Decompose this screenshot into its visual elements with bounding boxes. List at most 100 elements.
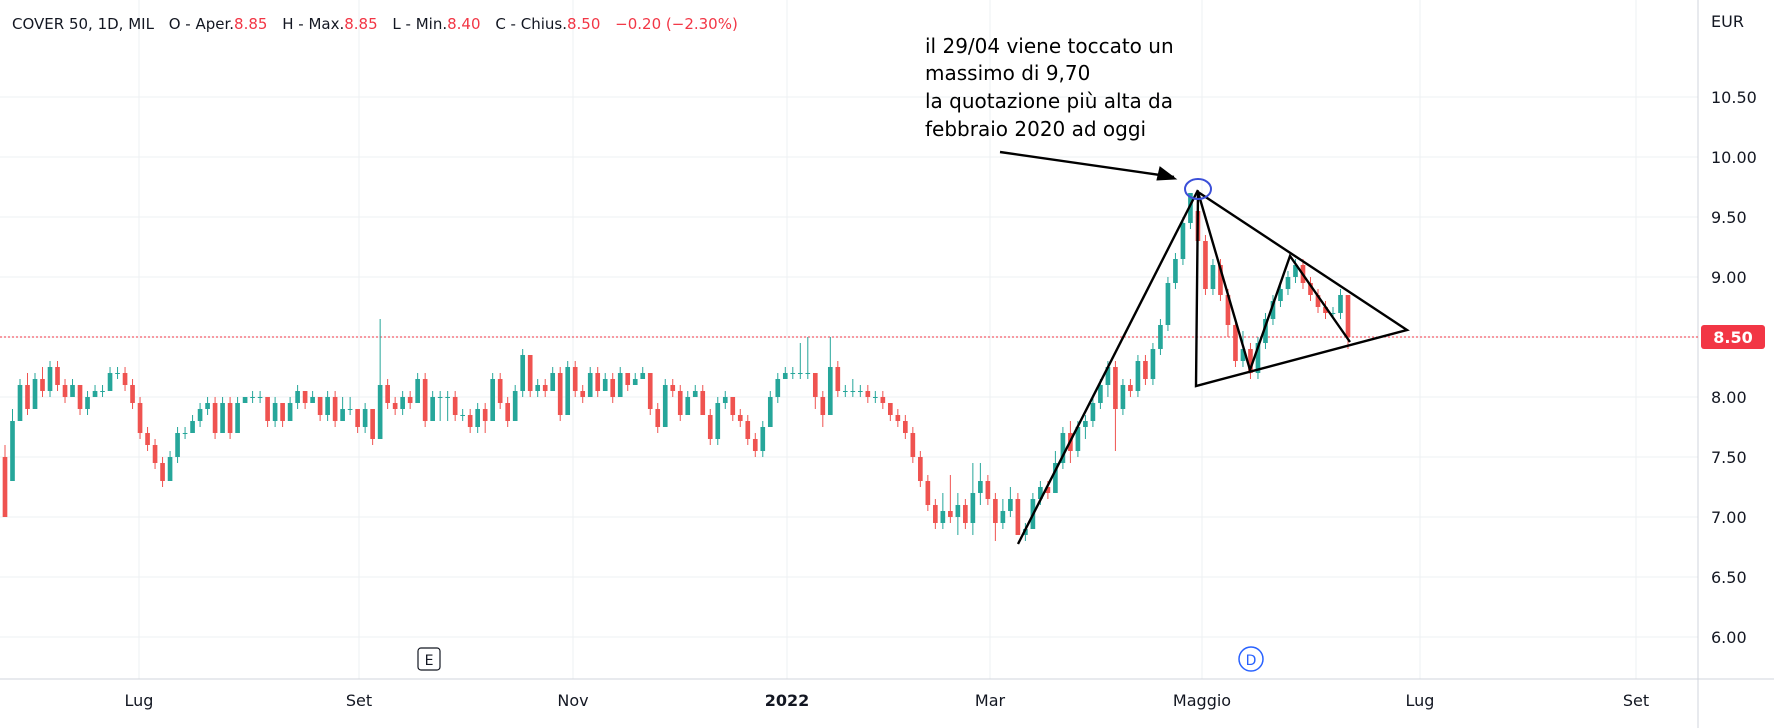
candle[interactable]	[62, 379, 68, 403]
candle[interactable]	[1233, 319, 1238, 367]
candle[interactable]	[362, 403, 368, 433]
candle[interactable]	[242, 397, 248, 403]
candle[interactable]	[752, 433, 758, 457]
candle[interactable]	[647, 373, 653, 415]
candle[interactable]	[903, 415, 908, 439]
candle[interactable]	[865, 385, 871, 403]
candle[interactable]	[933, 499, 938, 529]
candle[interactable]	[347, 397, 353, 415]
candle[interactable]	[1015, 493, 1021, 535]
candle[interactable]	[317, 397, 323, 421]
candle[interactable]	[355, 409, 360, 433]
candle[interactable]	[1270, 295, 1276, 325]
candle[interactable]	[1165, 277, 1171, 331]
candle[interactable]	[445, 391, 450, 421]
candle[interactable]	[482, 403, 488, 433]
candle[interactable]	[227, 397, 233, 439]
candle[interactable]	[235, 397, 240, 433]
candle[interactable]	[1180, 217, 1186, 265]
candle[interactable]	[1150, 343, 1156, 385]
candles-layer[interactable]	[2, 193, 1351, 541]
candle[interactable]	[17, 379, 23, 421]
candle[interactable]	[1308, 277, 1313, 301]
candle[interactable]	[1323, 301, 1328, 319]
candle[interactable]	[175, 427, 180, 463]
candle[interactable]	[47, 361, 53, 397]
candle[interactable]	[422, 373, 428, 427]
candle[interactable]	[760, 421, 766, 457]
candle[interactable]	[340, 397, 345, 421]
candle[interactable]	[985, 475, 991, 505]
candle[interactable]	[460, 409, 465, 421]
candle[interactable]	[1210, 259, 1216, 295]
candle[interactable]	[100, 385, 105, 397]
candle[interactable]	[722, 391, 728, 409]
candle[interactable]	[730, 397, 736, 421]
candle[interactable]	[820, 391, 826, 427]
candle[interactable]	[745, 415, 751, 445]
candle[interactable]	[662, 379, 668, 427]
candle[interactable]	[1188, 193, 1193, 229]
candle[interactable]	[610, 373, 616, 403]
candle[interactable]	[1278, 283, 1283, 307]
candle[interactable]	[280, 403, 285, 427]
candle[interactable]	[475, 403, 481, 433]
candle[interactable]	[625, 373, 631, 391]
candle[interactable]	[1315, 289, 1321, 313]
candle[interactable]	[490, 373, 496, 421]
candle[interactable]	[857, 385, 863, 397]
candle[interactable]	[257, 391, 263, 403]
candle[interactable]	[692, 385, 698, 397]
candle[interactable]	[205, 397, 210, 415]
candle[interactable]	[452, 391, 458, 421]
candle[interactable]	[535, 379, 541, 397]
candle[interactable]	[790, 367, 796, 379]
candle[interactable]	[407, 391, 413, 409]
candle[interactable]	[895, 409, 901, 427]
candle[interactable]	[1083, 415, 1088, 439]
candle[interactable]	[587, 367, 593, 397]
candle[interactable]	[963, 499, 968, 529]
earnings-marker[interactable]: E	[417, 647, 441, 671]
candle[interactable]	[220, 397, 225, 433]
candle[interactable]	[430, 391, 435, 421]
trendline-rally[interactable]	[1016, 189, 1200, 545]
candle[interactable]	[2, 445, 8, 517]
candle[interactable]	[1285, 271, 1291, 295]
candle[interactable]	[370, 409, 375, 445]
candle[interactable]	[197, 403, 203, 427]
candle[interactable]	[302, 391, 308, 409]
candle[interactable]	[25, 373, 30, 415]
candle[interactable]	[850, 379, 856, 397]
candle[interactable]	[467, 409, 473, 433]
candle[interactable]	[910, 427, 916, 463]
candle[interactable]	[670, 379, 676, 397]
peak-highlight-circle[interactable]	[1184, 178, 1212, 200]
candle[interactable]	[1263, 313, 1268, 349]
candle[interactable]	[310, 391, 315, 403]
candle[interactable]	[827, 337, 833, 415]
candle[interactable]	[797, 343, 803, 379]
candle[interactable]	[782, 367, 788, 379]
candle[interactable]	[392, 397, 398, 415]
candle[interactable]	[10, 409, 15, 481]
candle[interactable]	[842, 385, 848, 397]
candle[interactable]	[1008, 487, 1013, 517]
candle[interactable]	[1158, 319, 1163, 355]
candle[interactable]	[880, 391, 886, 409]
candle[interactable]	[1248, 343, 1253, 379]
candle[interactable]	[122, 367, 128, 391]
candle[interactable]	[550, 367, 556, 391]
candle[interactable]	[1120, 379, 1126, 415]
candle[interactable]	[70, 379, 75, 397]
candle[interactable]	[775, 373, 781, 403]
candle[interactable]	[107, 367, 113, 391]
candle[interactable]	[437, 391, 443, 421]
candle[interactable]	[595, 367, 601, 397]
candle[interactable]	[1060, 427, 1066, 469]
candle[interactable]	[1173, 253, 1178, 289]
candle[interactable]	[145, 427, 150, 451]
candle[interactable]	[925, 475, 931, 511]
candle[interactable]	[400, 391, 405, 415]
candle[interactable]	[655, 403, 661, 433]
